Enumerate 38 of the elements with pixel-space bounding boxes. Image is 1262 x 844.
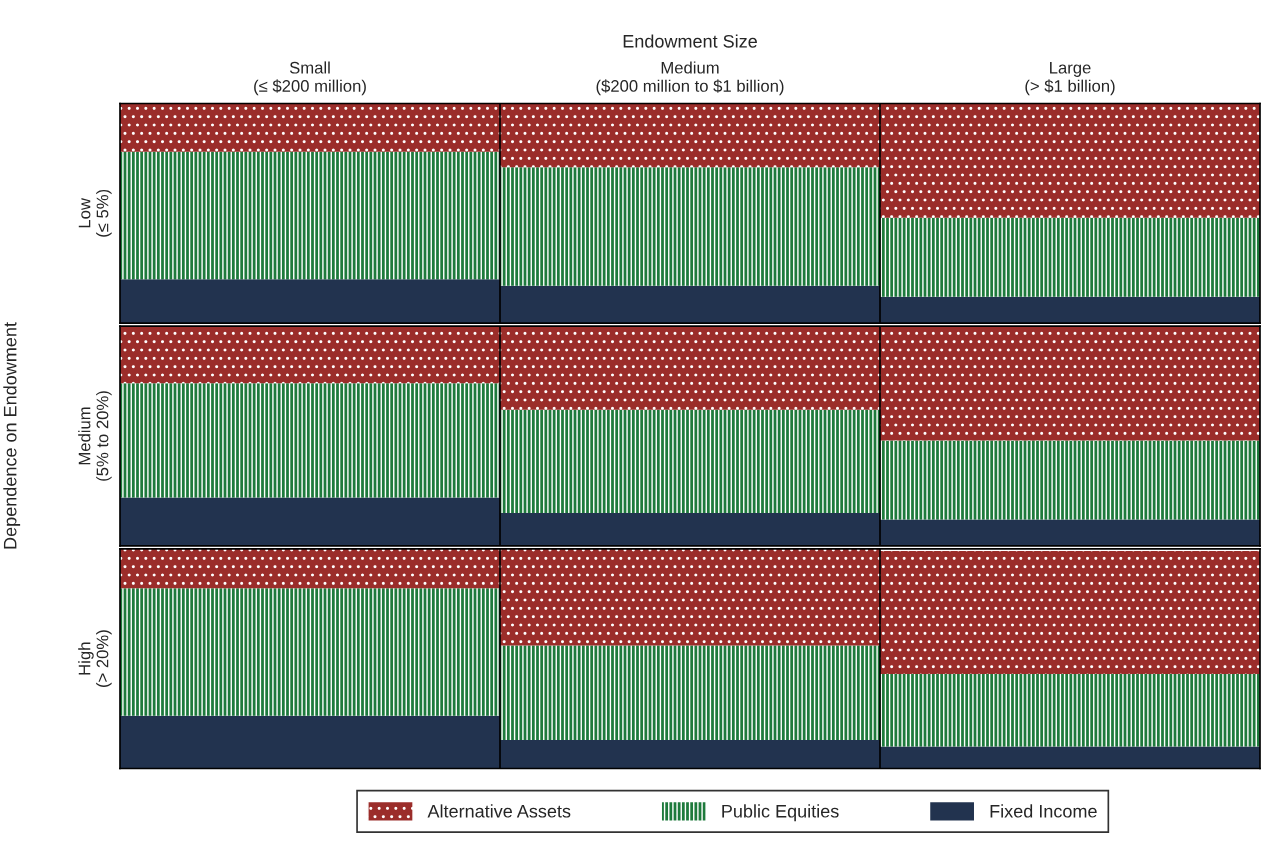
bar: [880, 296, 1260, 324]
bar: [500, 739, 880, 769]
text: Dependence on Endowment: [3, 322, 21, 549]
bar: [500, 285, 880, 324]
bar: [880, 326, 1260, 441]
x-axis-title: Endowment Size: [623, 34, 757, 48]
bar: [880, 519, 1260, 546]
bar: [120, 103, 500, 152]
bar: [500, 409, 880, 513]
y-axis-title: Medium (5% to 20%): [78, 391, 112, 481]
legend-label: Alternative Assets: [427, 804, 571, 818]
bar: [880, 440, 1260, 520]
x-tick-label: Medium ($200 million to $1 billion): [596, 61, 784, 96]
bar: [500, 645, 880, 740]
bar: [120, 588, 500, 716]
bar: [120, 715, 500, 769]
x-tick-label: Large (> $1 billion): [1025, 61, 1115, 96]
bar: [120, 548, 500, 589]
bar: [120, 326, 500, 384]
y-axis-title: High (> 20%): [78, 630, 112, 688]
bar: [500, 548, 880, 646]
bar: [120, 497, 500, 546]
legend-label: Public Equities: [722, 804, 839, 822]
bar: [500, 167, 880, 286]
bar: [880, 746, 1260, 769]
bar: [120, 279, 500, 324]
bar: [120, 383, 500, 498]
y-axis-title: Low (≤ 5%): [78, 189, 112, 237]
bar: [880, 551, 1260, 675]
bar: [880, 103, 1260, 218]
bar: [880, 674, 1260, 747]
legend-label: Fixed Income: [990, 804, 1097, 818]
bar: [500, 326, 880, 410]
bar: [120, 151, 500, 280]
bar: [500, 512, 880, 546]
x-tick-label: Small (≤ $200 million): [254, 61, 366, 96]
bar: [500, 103, 880, 168]
bar: [880, 217, 1260, 297]
